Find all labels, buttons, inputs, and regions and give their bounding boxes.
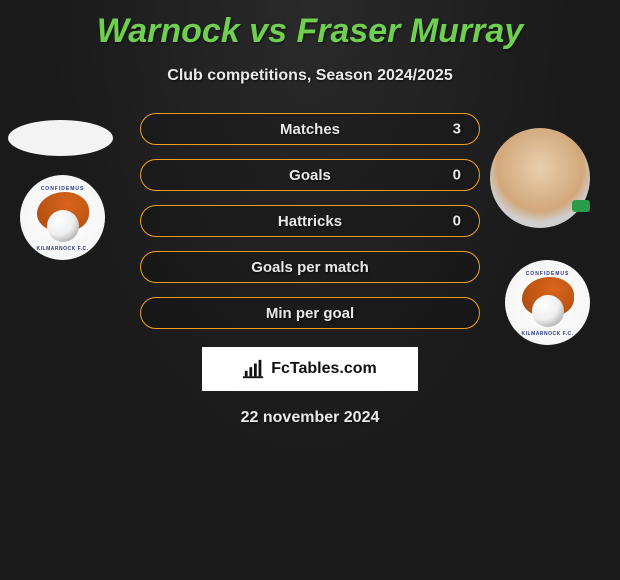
stat-label: Matches — [280, 121, 340, 138]
branding-box: FcTables.com — [202, 347, 418, 391]
crest-text-bottom: KILMARNOCK F.C. — [518, 331, 578, 337]
stat-value-right: 3 — [453, 121, 461, 138]
stat-row-min-per-goal: Min per goal — [140, 297, 480, 329]
stat-label: Min per goal — [266, 305, 354, 322]
page-subtitle: Club competitions, Season 2024/2025 — [0, 67, 620, 85]
player-left-avatar — [8, 120, 113, 156]
bar-chart-icon — [243, 358, 265, 380]
crest-ball-icon — [532, 295, 564, 327]
stat-row-goals-per-match: Goals per match — [140, 251, 480, 283]
stat-label: Hattricks — [278, 213, 342, 230]
crest-text-top: CONFIDEMUS — [33, 186, 93, 192]
stat-label: Goals per match — [251, 259, 369, 276]
player-right-avatar — [490, 128, 590, 228]
stats-container: Matches 3 Goals 0 Hattricks 0 Goals per … — [140, 113, 480, 329]
player-right-shirt-accent — [572, 200, 590, 212]
stat-value-right: 0 — [453, 167, 461, 184]
branding-text: FcTables.com — [271, 360, 377, 378]
stat-label: Goals — [289, 167, 331, 184]
stat-row-goals: Goals 0 — [140, 159, 480, 191]
date-text: 22 november 2024 — [0, 409, 620, 427]
club-crest-left: CONFIDEMUS KILMARNOCK F.C. — [20, 175, 105, 260]
stat-row-hattricks: Hattricks 0 — [140, 205, 480, 237]
page-title: Warnock vs Fraser Murray — [0, 0, 620, 51]
stat-row-matches: Matches 3 — [140, 113, 480, 145]
club-crest-right: CONFIDEMUS KILMARNOCK F.C. — [505, 260, 590, 345]
crest-text-bottom: KILMARNOCK F.C. — [33, 246, 93, 252]
crest-text-top: CONFIDEMUS — [518, 271, 578, 277]
crest-ball-icon — [47, 210, 79, 242]
stat-value-right: 0 — [453, 213, 461, 230]
